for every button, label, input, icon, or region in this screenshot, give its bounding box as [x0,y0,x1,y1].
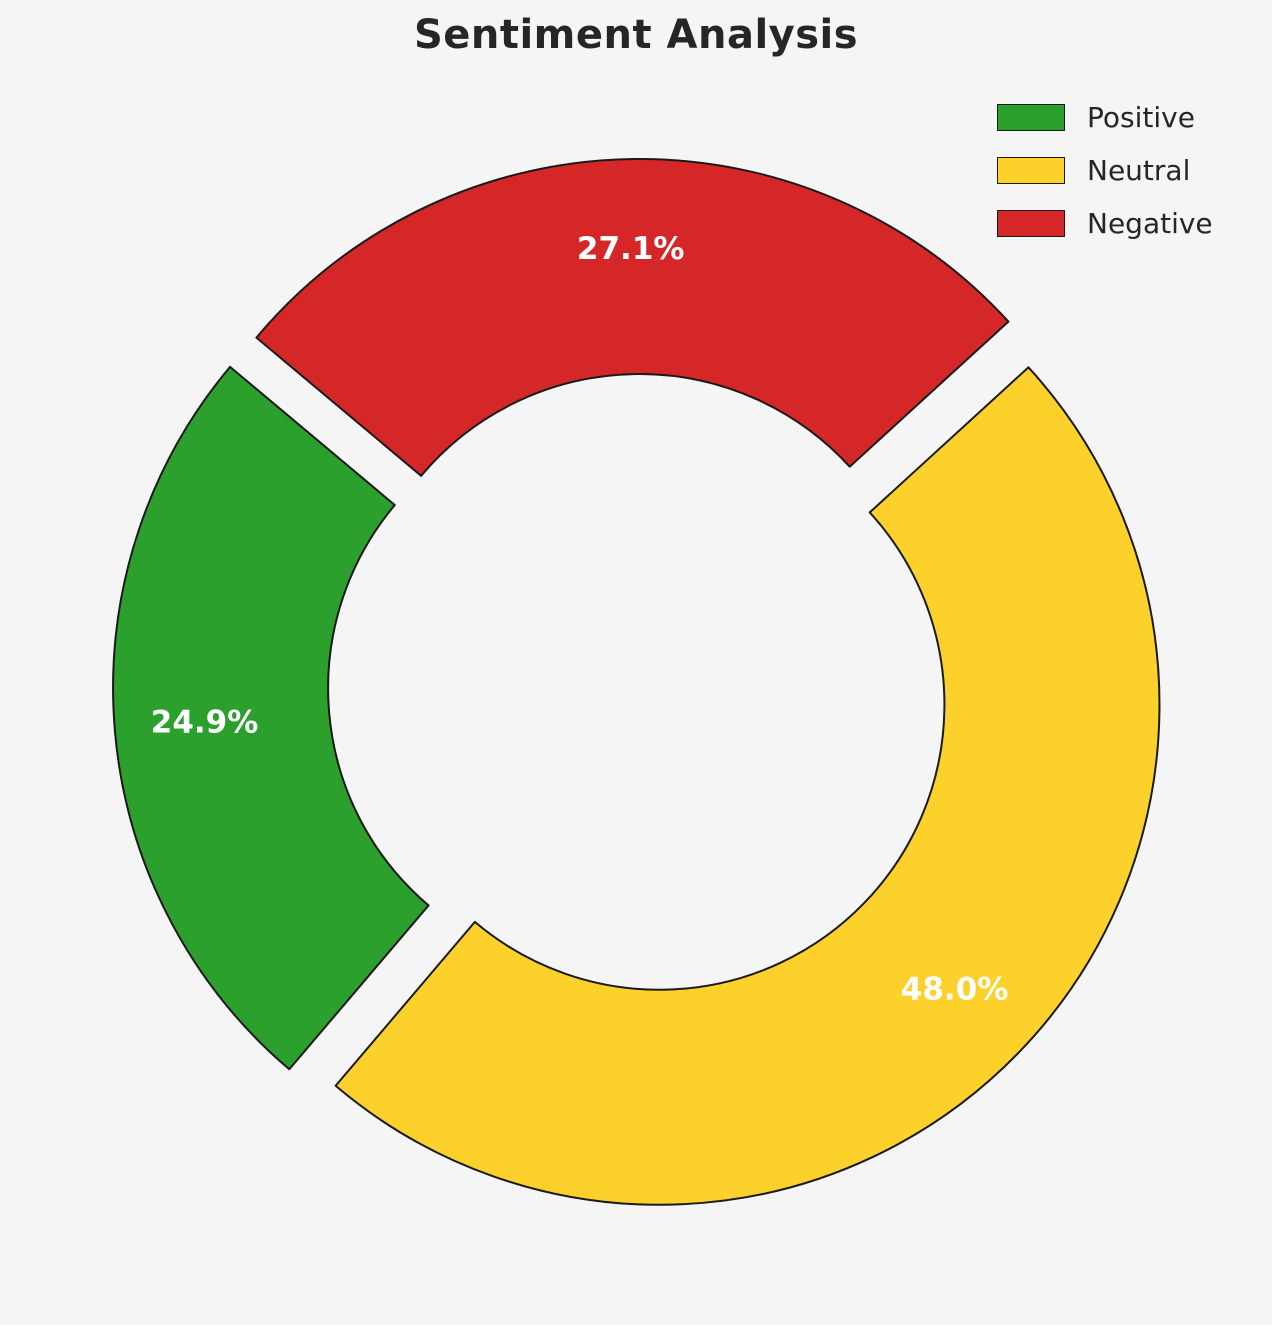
legend-label: Positive [1087,101,1195,134]
pie-slice-positive [112,365,430,1071]
legend-label: Neutral [1087,154,1191,187]
legend-item-negative: Negative [997,207,1213,240]
legend-label: Negative [1087,207,1213,240]
legend-swatch-icon [997,157,1065,184]
legend-item-positive: Positive [997,101,1213,134]
legend-swatch-icon [997,210,1065,237]
chart-legend: Positive Neutral Negative [997,101,1213,240]
chart-title: Sentiment Analysis [413,12,859,58]
slice-percent-label-negative: 27.1% [577,231,685,267]
legend-swatch-icon [997,104,1065,131]
pie-slice-neutral [334,366,1161,1206]
slice-percent-label-positive: 24.9% [151,705,259,741]
pie-slice-negative [255,158,1010,477]
slice-percent-label-neutral: 48.0% [901,971,1009,1007]
legend-item-neutral: Neutral [997,154,1213,187]
